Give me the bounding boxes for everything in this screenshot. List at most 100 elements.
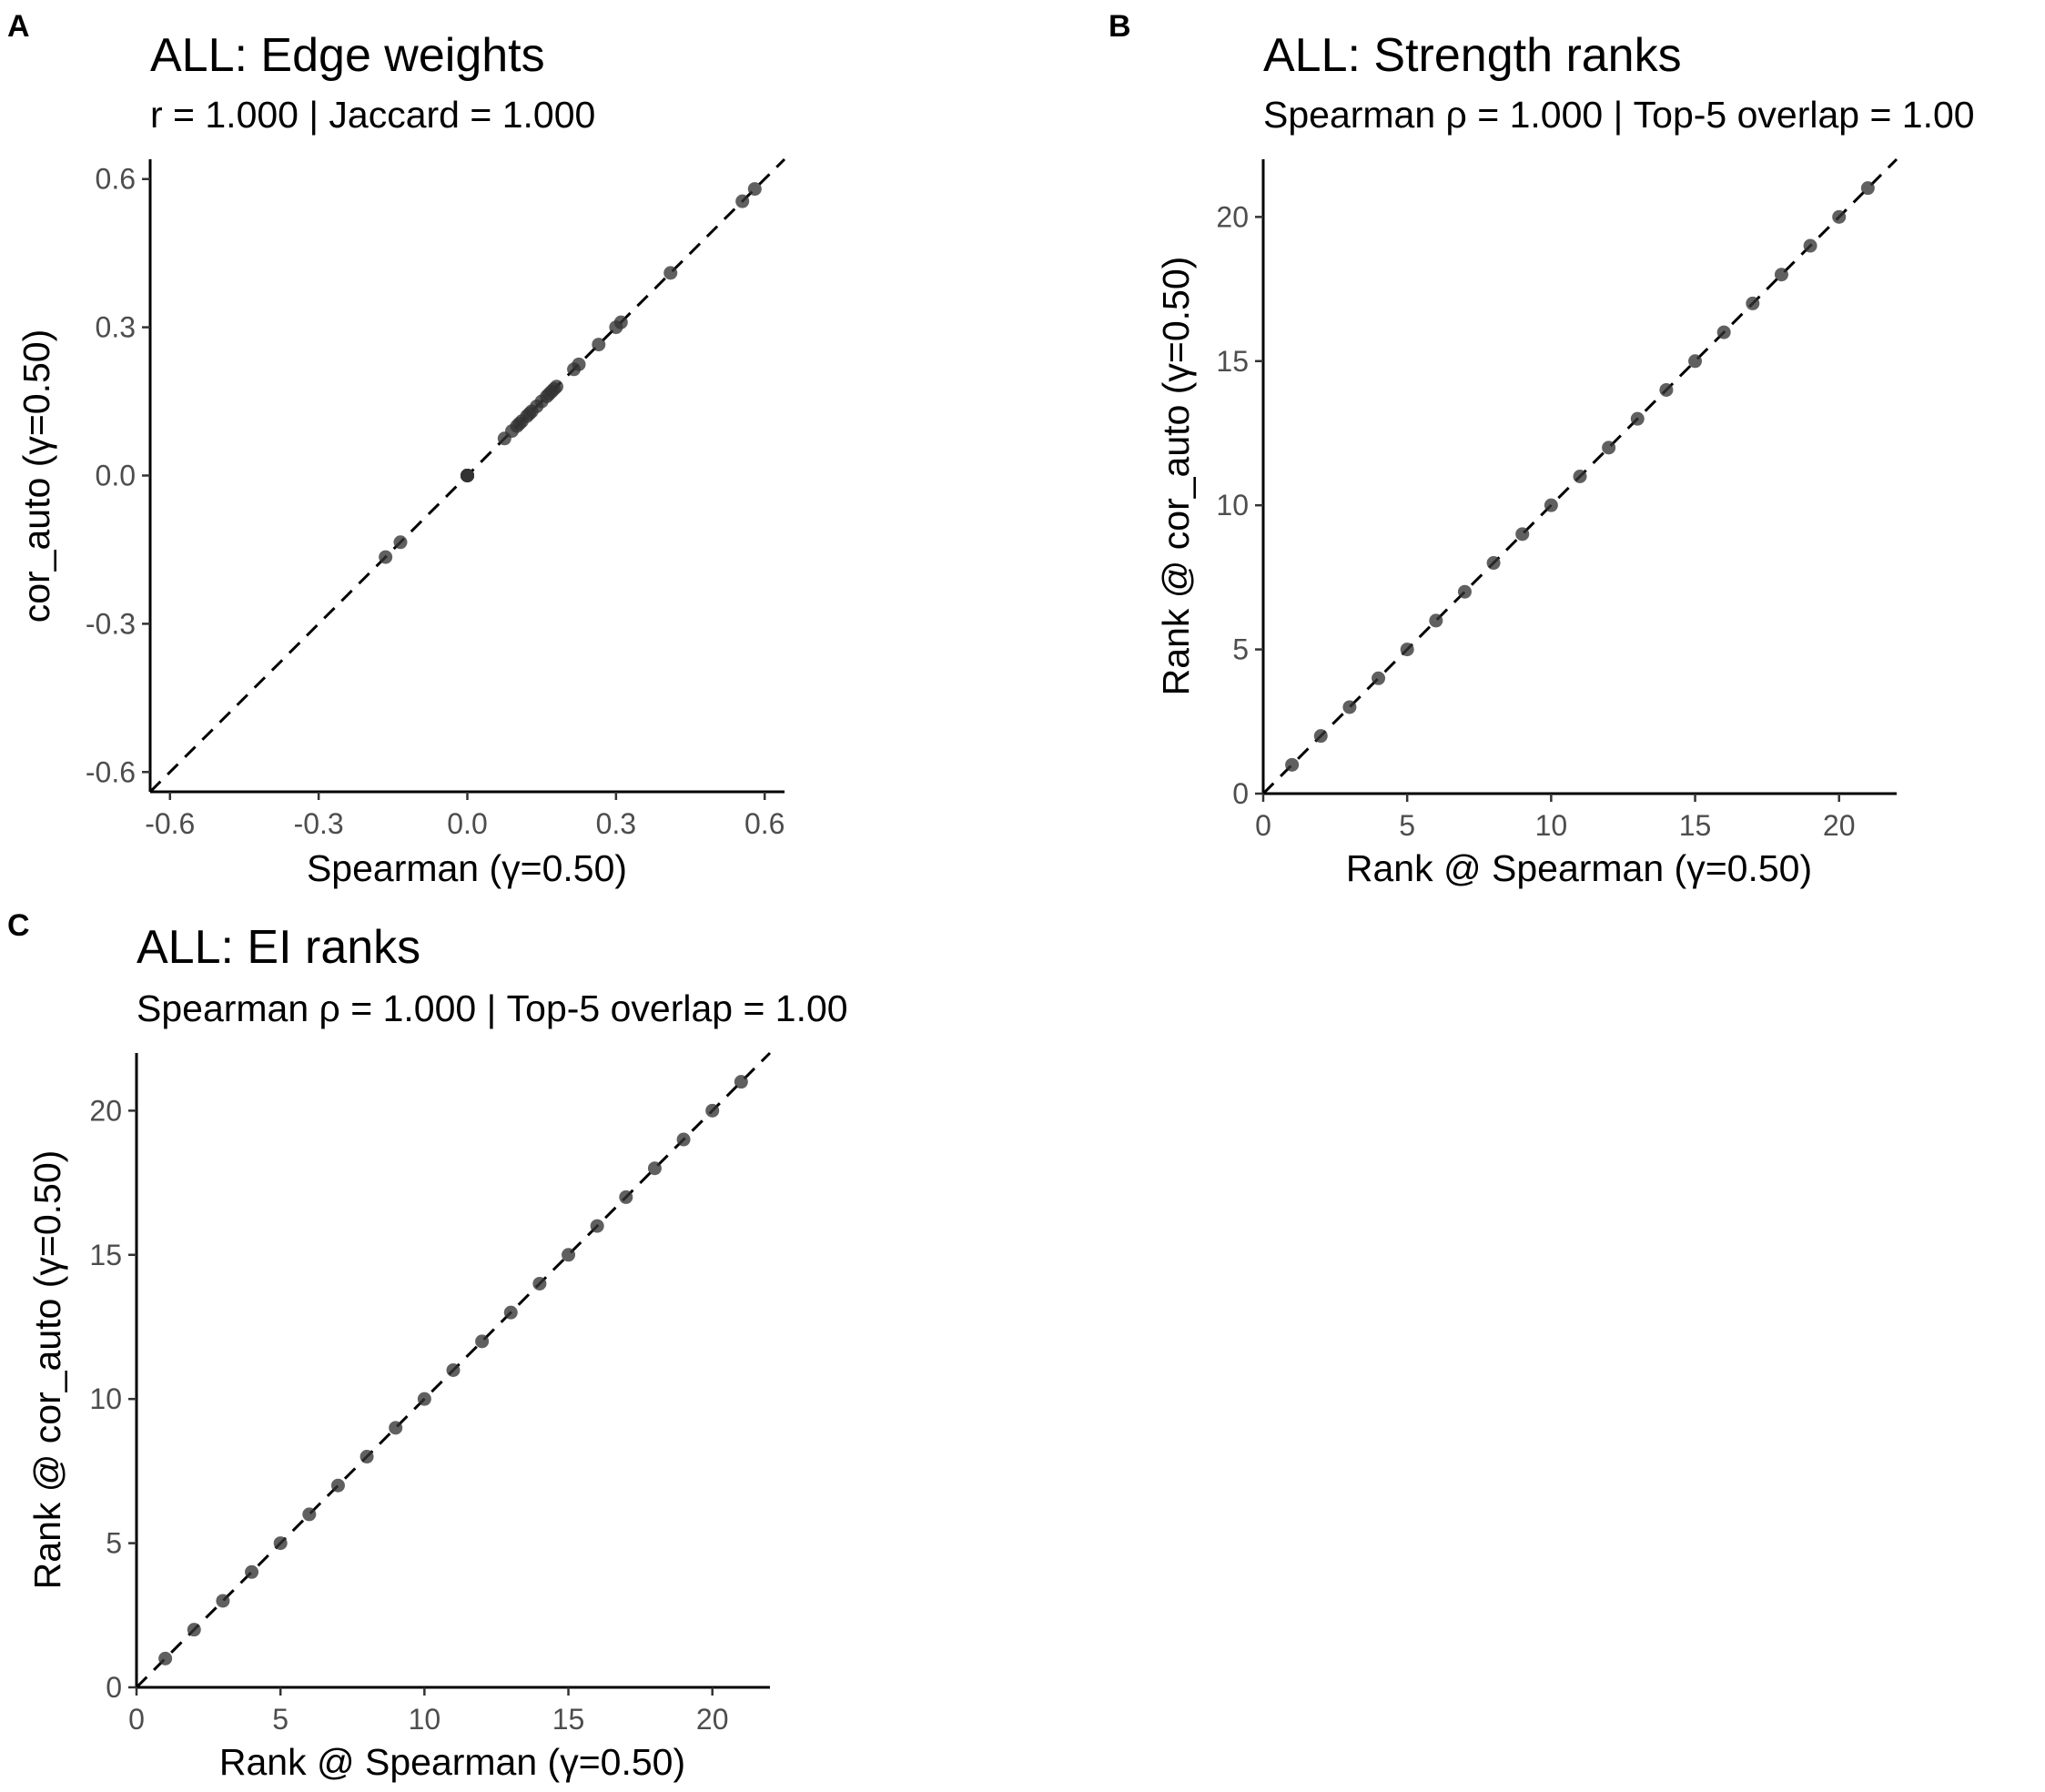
panel-b-point-21 [1860,181,1875,196]
panel-a-x-tick-label: 0.6 [744,807,785,840]
panel-a-x-tick-label: -0.6 [145,807,195,840]
panel-c-point-21 [734,1075,748,1089]
panel-b-y-tick-label: 10 [1216,489,1249,521]
panel-a-plot: -0.6 -0.3 0.0 0.3 0.6 -0.6 -0.3 0.0 0.3 0.6 [86,157,786,840]
panel-b-point-11 [1573,470,1587,483]
panel-c-point-10 [417,1392,431,1406]
panel-b-point-6 [1429,613,1443,628]
panel-c-point-17 [619,1190,633,1204]
panel-a-point-32 [613,315,628,329]
panel-b-x-tick-label: 5 [1399,809,1415,842]
panel-a-letter: A [7,9,30,44]
panel-b-point-1 [1285,757,1300,772]
panel-c: C ALL: EI ranks Spearman ρ = 1.000 | Top… [7,908,848,1783]
panel-b-point-4 [1372,671,1386,685]
panel-a-point-33 [663,266,678,280]
panel-c-y-tick-label: 10 [89,1382,122,1415]
panel-b-point-16 [1716,325,1731,339]
panel-a-point-27 [550,380,564,394]
panel-a-point-29 [572,357,586,371]
panel-b-point-9 [1515,527,1530,542]
panel-c-point-15 [562,1248,576,1262]
panel-c-x-axis-title: Rank @ Spearman (γ=0.50) [219,1741,685,1783]
panel-b-y-tick-label: 20 [1216,200,1249,233]
panel-b-point-5 [1400,643,1414,657]
panel-a-point-34 [735,194,750,208]
panel-a-y-tick-label: 0.6 [96,163,136,196]
panel-a-y-tick-label: -0.3 [86,607,136,640]
panel-c-point-1 [158,1651,173,1665]
panel-a-x-axis-title: Spearman (γ=0.50) [307,847,627,889]
panel-c-point-4 [245,1564,259,1579]
panel-a-point-30 [592,338,606,352]
panel-c-point-13 [503,1305,518,1320]
panel-a-subtitle: r = 1.000 | Jaccard = 1.000 [150,94,595,136]
panel-c-y-tick-label: 20 [89,1094,122,1127]
panel-b-point-7 [1457,584,1472,599]
panel-b-point-20 [1832,209,1847,224]
panel-b-point-12 [1602,440,1616,455]
panel-b-point-19 [1803,238,1817,253]
panel-b-letter: B [1109,9,1131,44]
panel-a-x-tick-label: -0.3 [294,807,344,840]
panel-b-point-18 [1774,268,1788,282]
panel-a-x-tick-label: 0.3 [596,807,636,840]
panel-c-x-tick-label: 15 [552,1703,585,1736]
panel-a-point-2 [393,535,408,550]
panel-c-y-tick-label: 15 [89,1239,122,1271]
panel-c-x-tick-label: 10 [409,1703,441,1736]
panel-b-point-14 [1659,382,1674,397]
panel-c-subtitle: Spearman ρ = 1.000 | Top-5 overlap = 1.0… [137,987,848,1029]
panel-c-point-16 [590,1219,604,1233]
panel-c-y-tick-label: 5 [106,1527,122,1560]
panel-b-y-tick-label: 5 [1232,633,1249,666]
panel-a-y-axis-title: cor_auto (γ=0.50) [15,329,57,623]
panel-c-y-tick-label: 0 [106,1671,122,1704]
panel-c-x-tick-label: 20 [696,1703,729,1736]
panel-c-point-8 [359,1450,374,1464]
panel-b-x-tick-label: 10 [1535,809,1568,842]
panel-b-x-tick-label: 0 [1255,809,1271,842]
panel-c-y-axis-title: Rank @ cor_auto (γ=0.50) [26,1150,68,1590]
panel-a-y-tick-label: 0.3 [96,311,136,344]
panel-b-x-axis-title: Rank @ Spearman (γ=0.50) [1346,847,1812,889]
panel-b-y-axis-title: Rank @ cor_auto (γ=0.50) [1155,257,1197,696]
panel-b-point-13 [1630,411,1645,426]
panel-b-point-17 [1746,296,1760,310]
panel-c-x-tick-label: 0 [128,1703,145,1736]
panel-c-title: ALL: EI ranks [137,921,420,974]
panel-b-title: ALL: Strength ranks [1263,29,1682,82]
panel-c-point-18 [647,1161,662,1176]
panel-c-point-3 [216,1594,230,1608]
panel-a: A ALL: Edge weights r = 1.000 | Jaccard … [7,9,786,889]
panel-c-point-14 [532,1276,547,1291]
panel-a-x-tick-label: 0.0 [447,807,487,840]
panel-a-point-12 [461,469,474,482]
panel-a-y-tick-label: -0.6 [86,755,136,788]
panel-c-point-5 [273,1536,288,1551]
panel-b-subtitle: Spearman ρ = 1.000 | Top-5 overlap = 1.0… [1263,94,1975,136]
panel-b-y-tick-label: 15 [1216,345,1249,378]
panel-c-point-11 [446,1363,461,1377]
panel-a-point-35 [747,182,762,197]
panel-b: B ALL: Strength ranks Spearman ρ = 1.000… [1109,9,1975,889]
panel-c-point-6 [302,1507,317,1522]
panel-b-plot: 0 5 10 15 20 0 5 10 15 20 [1216,157,1898,842]
panel-b-point-10 [1544,498,1558,512]
panel-c-point-7 [330,1478,345,1493]
panel-b-point-3 [1342,700,1357,714]
panel-a-point-1 [379,550,393,564]
panel-b-point-8 [1486,556,1501,571]
panel-c-point-12 [475,1334,490,1349]
panel-c-point-2 [187,1623,201,1637]
panel-b-y-tick-label: 0 [1232,777,1249,810]
panel-c-x-tick-label: 5 [272,1703,289,1736]
panel-b-point-2 [1313,729,1328,744]
panel-a-y-tick-label: 0.0 [96,460,136,492]
panel-b-x-tick-label: 15 [1679,809,1712,842]
panel-c-letter: C [7,908,30,943]
panel-c-point-20 [705,1103,720,1118]
panel-a-title: ALL: Edge weights [150,29,545,82]
panel-c-point-19 [676,1132,691,1147]
